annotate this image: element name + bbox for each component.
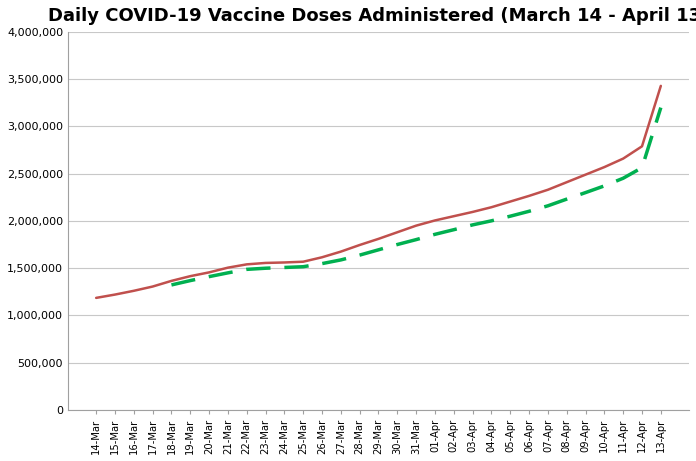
Title: Daily COVID-19 Vaccine Doses Administered (March 14 - April 13): Daily COVID-19 Vaccine Doses Administere… [48, 7, 696, 25]
